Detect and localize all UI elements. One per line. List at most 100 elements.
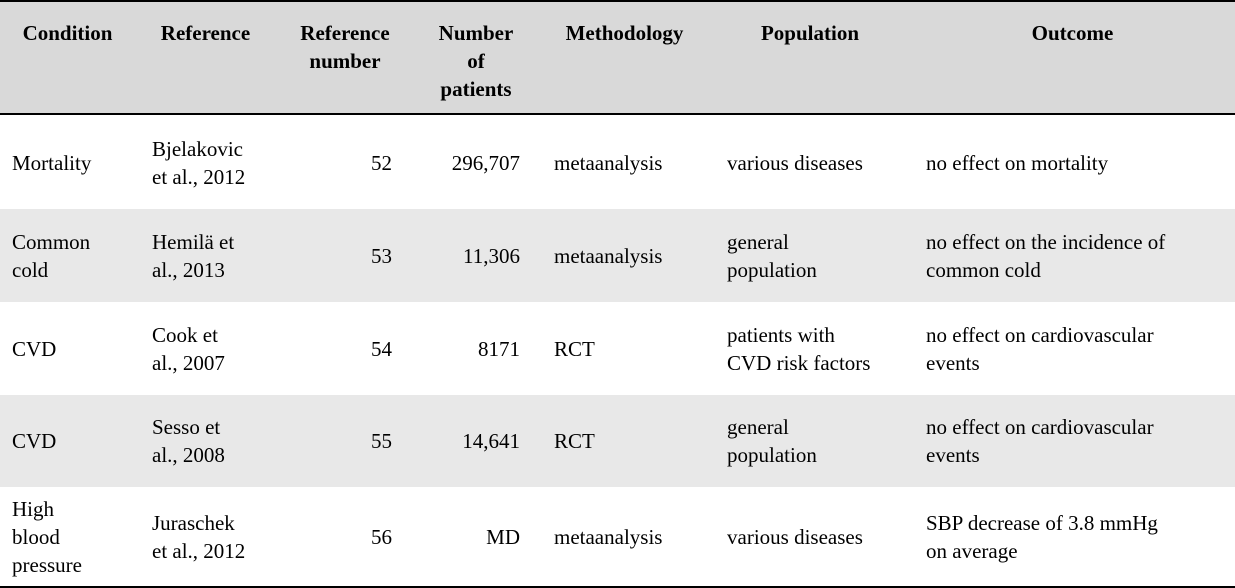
cell-outcome-line: no effect on the incidence of <box>926 229 1166 254</box>
cell-number-of-patients-value: 14,641 <box>462 429 520 453</box>
cell-reference: Bjelakovic et al., 2012 <box>152 117 277 209</box>
cell-outcome-line: SBP decrease of 3.8 mmHg <box>926 510 1158 535</box>
cell-condition-line: CVD <box>12 336 57 361</box>
cell-reference-number: 54 <box>300 302 392 395</box>
cell-reference-line: Sesso et <box>152 415 221 439</box>
cell-population-line: general <box>727 229 789 254</box>
cell-population-line: population <box>727 257 817 282</box>
header-outcome: Outcome <box>1031 21 1114 45</box>
cell-condition-line: Mortality <box>12 151 92 175</box>
cell-methodology-value: metaanalysis <box>554 524 663 549</box>
cell-number-of-patients: 11,306 <box>420 209 520 302</box>
header-reference-number-line1: Reference <box>300 21 390 45</box>
cell-methodology-value: RCT <box>554 336 595 361</box>
cell-reference: Sesso et al., 2008 <box>152 395 277 487</box>
cell-methodology-value: metaanalysis <box>554 243 663 268</box>
cell-number-of-patients: MD <box>420 487 520 586</box>
cell-number-of-patients-value: MD <box>486 524 520 549</box>
cell-methodology: RCT <box>554 302 714 395</box>
table-row: Common cold Hemilä et al., 2013 53 11,306 meta… <box>0 209 1235 302</box>
cell-methodology: metaanalysis <box>554 487 714 586</box>
cell-methodology-value: RCT <box>554 429 595 453</box>
table-row: CVD Sesso et al., 2008 55 14,641 RCT general po… <box>0 395 1235 487</box>
cell-methodology-value: metaanalysis <box>554 151 663 175</box>
cell-condition-line: blood <box>12 524 60 549</box>
cell-reference-number: 56 <box>300 487 392 586</box>
cell-outcome-line: events <box>926 350 980 375</box>
cell-population: various diseases <box>727 117 912 209</box>
table-row: High blood pressure Juraschek et al., 2012 56… <box>0 487 1235 588</box>
cell-outcome-line: events <box>926 443 980 467</box>
cell-reference-number-value: 56 <box>371 524 392 549</box>
cell-reference-number-value: 54 <box>371 336 392 361</box>
cell-condition: CVD <box>12 302 132 395</box>
cell-reference-number: 55 <box>300 395 392 487</box>
cell-reference-number-value: 52 <box>371 151 392 175</box>
cell-reference-line: Cook et <box>152 322 218 347</box>
cell-condition-line: High <box>12 496 54 521</box>
header-methodology: Methodology <box>565 21 684 45</box>
cell-reference-line: al., 2008 <box>152 443 225 467</box>
cell-condition: High blood pressure <box>12 487 132 586</box>
cell-reference-number: 53 <box>300 209 392 302</box>
table-row: Mortality Bjelakovic et al., 2012 52 296,707… <box>0 117 1235 209</box>
cell-condition: CVD <box>12 395 132 487</box>
cell-number-of-patients-value: 296,707 <box>451 151 520 175</box>
cell-outcome-line: on average <box>926 538 1018 563</box>
cell-reference: Hemilä et al., 2013 <box>152 209 277 302</box>
cell-outcome: no effect on cardiovascular events <box>926 302 1231 395</box>
cell-condition: Mortality <box>12 117 132 209</box>
header-condition: Condition <box>22 21 113 45</box>
cell-population-line: various diseases <box>727 151 863 175</box>
cell-condition-line: cold <box>12 257 49 282</box>
cell-population: various diseases <box>727 487 912 586</box>
cell-reference-line: al., 2007 <box>152 350 225 375</box>
table-row: CVD Cook et al., 2007 54 8171 RCT patients wit… <box>0 302 1235 395</box>
cell-population-line: various diseases <box>727 524 863 549</box>
cell-reference-line: al., 2013 <box>152 257 225 282</box>
cell-number-of-patients-value: 11,306 <box>463 243 520 268</box>
cell-reference-line: Juraschek <box>152 510 235 535</box>
cell-outcome: no effect on cardiovascular events <box>926 395 1231 487</box>
cell-condition-line: Common <box>12 229 91 254</box>
header-patients-line3: patients <box>440 77 512 101</box>
cell-outcome-line: no effect on cardiovascular <box>926 322 1154 347</box>
cell-condition-line: CVD <box>12 429 57 453</box>
cell-condition-line: pressure <box>12 552 82 577</box>
cell-outcome-line: no effect on mortality <box>926 151 1109 175</box>
cell-reference: Cook et al., 2007 <box>152 302 277 395</box>
cell-outcome: no effect on mortality <box>926 117 1231 209</box>
cell-reference-line: et al., 2012 <box>152 538 246 563</box>
cell-methodology: metaanalysis <box>554 209 714 302</box>
cell-reference-number: 52 <box>300 117 392 209</box>
header-reference-number-line2: number <box>309 49 381 73</box>
cell-number-of-patients-value: 8171 <box>478 336 520 361</box>
table-header: Condition Reference Reference number Num… <box>0 0 1235 115</box>
cell-number-of-patients: 14,641 <box>420 395 520 487</box>
header-number-of-patients: Number of patients <box>425 19 527 103</box>
cell-reference-line: et al., 2012 <box>152 165 246 189</box>
header-patients-line1: Number <box>438 21 514 45</box>
cell-condition: Common cold <box>12 209 132 302</box>
cell-population-line: patients with <box>727 322 835 347</box>
header-reference: Reference <box>160 21 251 45</box>
header-patients-line2: of <box>467 49 485 73</box>
cell-reference-line: Hemilä et <box>152 229 235 254</box>
cell-reference: Juraschek et al., 2012 <box>152 487 277 586</box>
cell-reference-line: Bjelakovic <box>152 137 243 161</box>
cell-methodology: RCT <box>554 395 714 487</box>
cell-outcome-line: no effect on cardiovascular <box>926 415 1154 439</box>
header-reference-number: Reference number <box>285 19 405 75</box>
cell-number-of-patients: 296,707 <box>420 117 520 209</box>
header-population: Population <box>760 21 860 45</box>
cell-population: patients with CVD risk factors <box>727 302 912 395</box>
cell-population: general population <box>727 395 912 487</box>
cell-number-of-patients: 8171 <box>420 302 520 395</box>
cell-reference-number-value: 53 <box>371 243 392 268</box>
cell-population-line: population <box>727 443 817 467</box>
cell-methodology: metaanalysis <box>554 117 714 209</box>
cell-population-line: general <box>727 415 789 439</box>
cell-population: general population <box>727 209 912 302</box>
cell-outcome: no effect on the incidence of common cold <box>926 209 1231 302</box>
